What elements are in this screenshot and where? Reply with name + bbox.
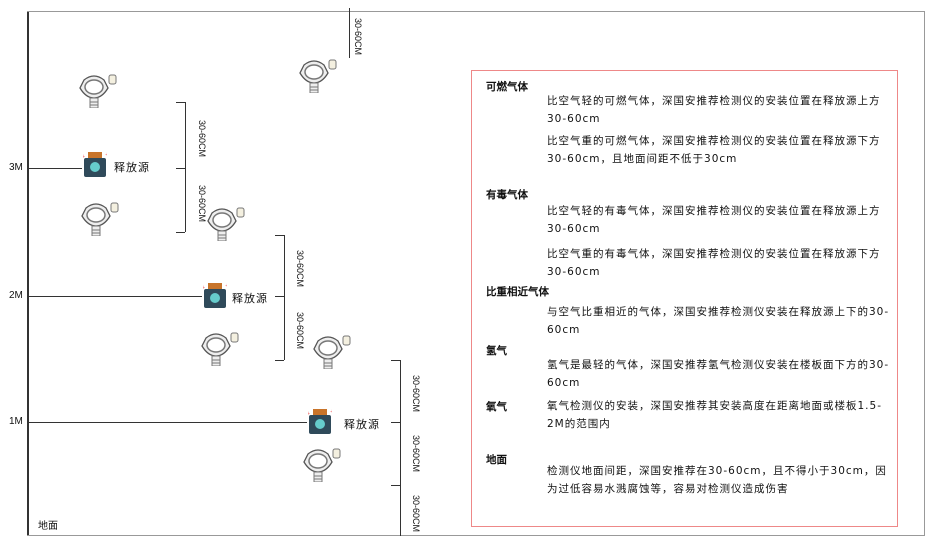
flammable-heavy-text: 比空气重的可燃气体，深国安推荐检测仪的安装位置在释放源下方30-60cm，且地面…	[547, 135, 881, 165]
release-source-icon	[308, 409, 332, 434]
release-source-icon	[203, 283, 227, 308]
hydrogen-title: 氢气	[486, 345, 507, 357]
level-1m: 1M	[9, 416, 23, 427]
release-source-label: 释放源	[114, 161, 150, 174]
oxygen-title: 氧气	[486, 401, 507, 413]
level-2m-line	[27, 296, 202, 297]
level-1m-line	[27, 422, 307, 423]
release-source-label: 释放源	[344, 418, 380, 431]
flammable-light-text: 比空气轻的可燃气体，深国安推荐检测仪的安装位置在释放源上方30-60cm	[547, 95, 881, 125]
dimension-line	[400, 360, 401, 536]
toxic-heavy-text: 比空气重的有毒气体，深国安推荐检测仪的安装位置在释放源下方30-60cm	[547, 248, 881, 278]
dimension-label: 30-60CM	[295, 312, 305, 350]
dimension-label: 30-60CM	[411, 495, 421, 533]
dimension-line	[185, 102, 186, 232]
right-edge-line	[924, 11, 925, 536]
gas-detector-icon	[201, 332, 239, 366]
level-3m-line	[27, 168, 82, 169]
toxic-title: 有毒气体	[486, 189, 528, 201]
similar-text: 与空气比重相近的气体，深国安推荐检测仪安装在释放源上下的30-60cm	[547, 306, 890, 336]
wall-line	[27, 11, 29, 536]
ground-title: 地面	[486, 454, 507, 466]
dimension-label: 30-60CM	[197, 120, 207, 158]
gas-detector-icon	[79, 74, 117, 108]
hydrogen-text: 氢气是最轻的气体，深国安推荐氢气检测仪安装在楼板面下方的30-60cm	[547, 359, 890, 389]
dimension-label: 30-60CM	[411, 375, 421, 413]
gas-detector-icon	[313, 335, 351, 369]
toxic-light-text: 比空气轻的有毒气体，深国安推荐检测仪的安装位置在释放源上方30-60cm	[547, 205, 881, 235]
gas-detector-icon	[207, 207, 245, 241]
dimension-label: 30-60CM	[411, 435, 421, 473]
gas-detector-icon	[303, 448, 341, 482]
floor-line	[27, 535, 925, 536]
dimension-label: 30-60CM	[295, 250, 305, 288]
ceiling-line	[27, 11, 925, 12]
dimension-label: 30-60CM	[353, 18, 363, 56]
ground-label: 地面	[38, 521, 58, 532]
gas-detector-icon	[299, 59, 337, 93]
release-source-icon	[83, 152, 107, 177]
gas-detector-icon	[81, 202, 119, 236]
level-3m: 3M	[9, 162, 23, 173]
level-2m: 2M	[9, 290, 23, 301]
oxygen-text: 氧气检测仪的安装，深国安推荐其安装高度在距离地面或楼板1.5-2M的范围内	[547, 400, 882, 430]
ground-text: 检测仪地面间距，深国安推荐在30-60cm，且不得小于30cm，因为过低容易水溅…	[547, 465, 887, 495]
dimension-line	[284, 235, 285, 360]
release-source-label: 释放源	[232, 292, 268, 305]
dimension-line	[349, 8, 350, 58]
installation-notes-panel: 可燃气体 比空气轻的可燃气体，深国安推荐检测仪的安装位置在释放源上方30-60c…	[471, 70, 898, 527]
similar-title: 比重相近气体	[486, 286, 549, 298]
flammable-title: 可燃气体	[486, 81, 528, 93]
